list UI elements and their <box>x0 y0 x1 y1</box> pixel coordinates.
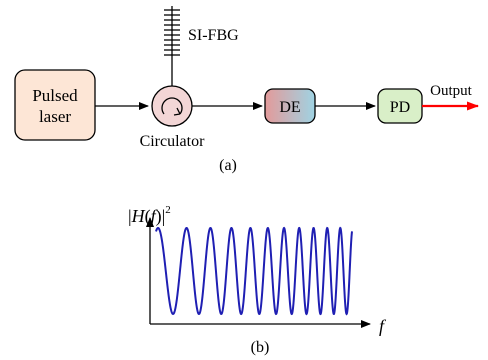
circulator-rotation-icon <box>161 97 183 115</box>
spectrum-curve <box>155 226 353 316</box>
fbg-grating-icon <box>164 9 180 56</box>
pulsed-laser-block <box>14 69 96 141</box>
caption-b: (b) <box>251 339 270 356</box>
caption-a: (a) <box>219 157 237 174</box>
pd-label: PD <box>390 99 410 116</box>
de-label: DE <box>279 99 300 116</box>
fbg-label: SI-FBG <box>188 27 239 44</box>
pulsed-laser-label-line2: laser <box>39 107 71 126</box>
circulator-label: Circulator <box>140 133 206 150</box>
y-axis-label: |H(f)|2 <box>128 204 171 227</box>
pulsed-laser-label-line1: Pulsed <box>32 86 78 105</box>
circulator-arrowhead-icon <box>173 107 181 116</box>
output-label: Output <box>430 83 473 99</box>
x-axis-label: f <box>379 316 387 336</box>
circulator-symbol <box>151 85 193 127</box>
